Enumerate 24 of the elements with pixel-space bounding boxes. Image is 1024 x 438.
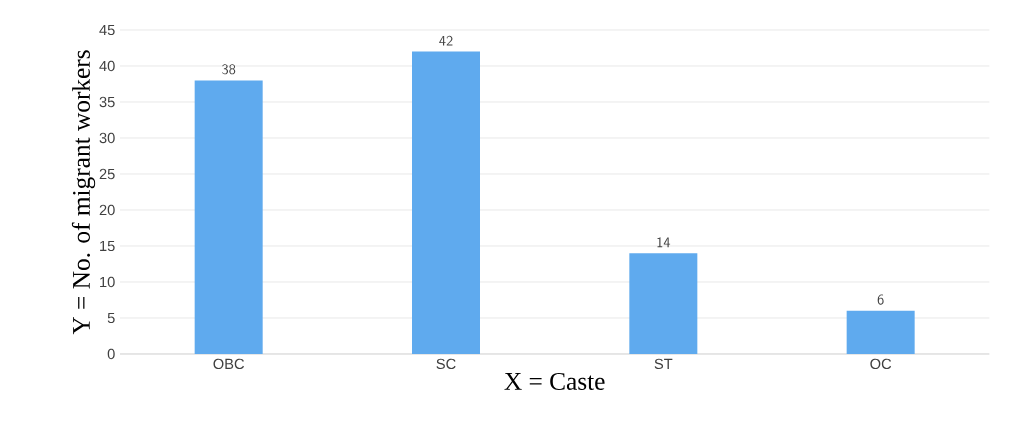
data-label: 42 (439, 35, 453, 46)
bar (412, 51, 480, 354)
y-tick-label: 20 (99, 204, 115, 216)
data-label: 6 (877, 294, 884, 305)
x-tick-label: SC (436, 358, 456, 370)
bar (846, 310, 915, 354)
y-tick-label: 5 (107, 312, 115, 324)
bar (629, 253, 698, 354)
y-tick-label: 30 (99, 132, 115, 144)
data-label: 38 (222, 64, 236, 75)
y-tick-label: 0 (107, 348, 115, 360)
x-tick-label: OBC (213, 358, 245, 370)
y-tick-label: 25 (99, 168, 115, 180)
y-tick-label: 40 (99, 60, 115, 72)
x-tick-label: OC (870, 358, 892, 370)
x-axis-title: X = Caste (504, 372, 605, 390)
y-tick-label: 15 (100, 240, 115, 252)
y-tick-label: 35 (99, 96, 115, 108)
data-label: 14 (657, 237, 671, 248)
y-axis-title: Y = No. of migrant workers (71, 50, 96, 335)
y-tick-label: 45 (99, 24, 115, 36)
bar (194, 80, 263, 354)
y-tick-label: 10 (100, 276, 115, 288)
x-tick-label: ST (654, 358, 673, 370)
